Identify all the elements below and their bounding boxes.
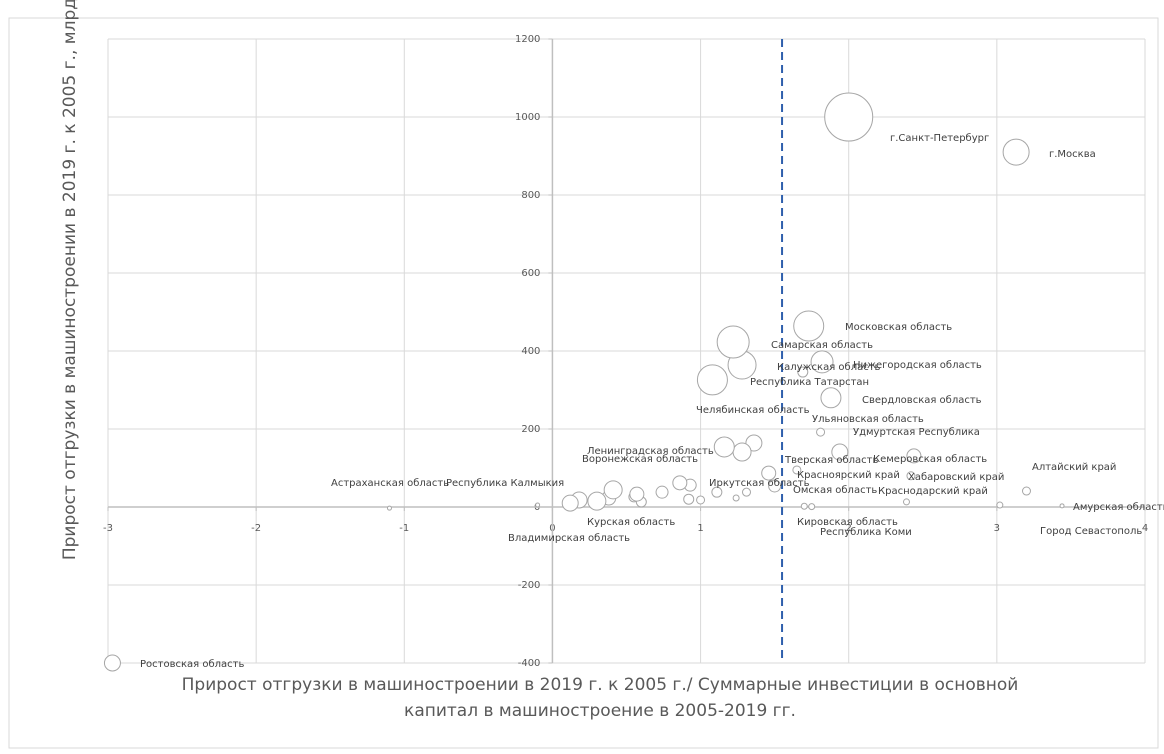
data-label: Хабаровский край — [908, 472, 1004, 483]
data-label: Курская область — [587, 517, 675, 528]
bubble — [816, 427, 826, 437]
data-label: Воронежская область — [582, 454, 698, 465]
y-axis-title: Прирост отгрузки в машиностроении в 2019… — [60, 0, 80, 561]
x-tick-label: 4 — [1142, 523, 1148, 534]
data-label: Свердловская область — [862, 395, 982, 406]
bubble — [831, 443, 849, 461]
bubble — [996, 501, 1004, 509]
bubble — [587, 491, 607, 511]
data-label: Калужская область — [777, 362, 881, 373]
x-tick-label: 3 — [994, 523, 1000, 534]
x-tick-label: 1 — [697, 523, 703, 534]
data-label: Челябинская область — [696, 405, 810, 416]
bubble — [732, 442, 752, 462]
bubble — [906, 471, 916, 481]
bubble — [711, 486, 723, 498]
x-tick-label: -3 — [103, 523, 113, 534]
x-tick-label: -1 — [399, 523, 409, 534]
data-label: Нижегородская область — [853, 360, 982, 371]
bubble — [103, 654, 121, 672]
data-label: Самарская область — [771, 340, 873, 351]
data-label: Город Севастополь — [1040, 526, 1142, 537]
bubble — [793, 310, 825, 342]
bubble — [820, 387, 842, 409]
data-label: Красноярский край — [797, 470, 900, 481]
y-tick-label: -400 — [518, 658, 541, 669]
bubble — [810, 350, 834, 374]
data-label: Московская область — [845, 322, 952, 333]
bubble — [603, 480, 623, 500]
data-label: Амурская область — [1073, 502, 1164, 513]
data-label: Краснодарский край — [878, 486, 988, 497]
data-label: Омская область — [793, 485, 877, 496]
bubble — [797, 366, 809, 378]
data-label: Иркутская область — [709, 478, 810, 489]
data-label: Республика Татарстан — [750, 377, 869, 388]
data-label: Ульяновская область — [812, 414, 924, 425]
y-tick-label: 1200 — [515, 34, 540, 45]
data-label: Алтайский край — [1032, 462, 1116, 473]
y-tick-label: 600 — [521, 268, 540, 279]
data-label: Ростовская область — [140, 659, 244, 670]
bubble — [683, 493, 695, 505]
chart-border — [8, 17, 1159, 749]
data-label: Республика Калмыкия — [446, 478, 564, 489]
y-tick-label: 800 — [521, 190, 540, 201]
data-label: Тверская область — [784, 455, 878, 466]
bubble — [1021, 486, 1031, 496]
x-tick-label: -2 — [251, 523, 261, 534]
data-label: г.Москва — [1049, 149, 1096, 160]
bubble — [824, 92, 874, 142]
bubble — [1059, 503, 1065, 509]
bubble — [716, 325, 750, 359]
bubble — [561, 494, 579, 512]
bubble — [768, 479, 782, 493]
bubble — [761, 465, 777, 481]
bubble — [672, 475, 688, 491]
bubble — [713, 436, 735, 458]
y-tick-label: -200 — [518, 580, 541, 591]
bubble — [386, 505, 392, 511]
data-label: г.Санкт-Петербург — [890, 133, 989, 144]
data-label: Удмуртская Республика — [853, 427, 980, 438]
bubble — [629, 486, 645, 502]
y-tick-label: 1000 — [515, 112, 540, 123]
x-axis-title: Прирост отгрузки в машиностроении в 2019… — [181, 675, 1019, 721]
data-label: Кемеровская область — [873, 454, 987, 465]
data-label: Астраханская область — [331, 478, 449, 489]
y-tick-label: 400 — [521, 346, 540, 357]
data-label: Республика Коми — [820, 527, 912, 538]
data-label: Ленинградская область — [587, 446, 714, 457]
bubble — [902, 498, 910, 506]
bubble — [655, 485, 669, 499]
bubble — [808, 503, 816, 511]
data-label: Кировская область — [797, 517, 898, 528]
bubble — [535, 502, 541, 508]
bubble — [800, 502, 808, 510]
x-tick-label: 2 — [846, 523, 852, 534]
bubble — [792, 465, 802, 475]
data-label: Владимирская область — [508, 533, 630, 544]
bubble — [906, 448, 922, 464]
bubble — [696, 495, 706, 505]
y-tick-label: 200 — [521, 424, 540, 435]
bubble — [1002, 138, 1030, 166]
bubble — [696, 364, 728, 396]
bubble — [741, 487, 751, 497]
bubble — [732, 494, 740, 502]
